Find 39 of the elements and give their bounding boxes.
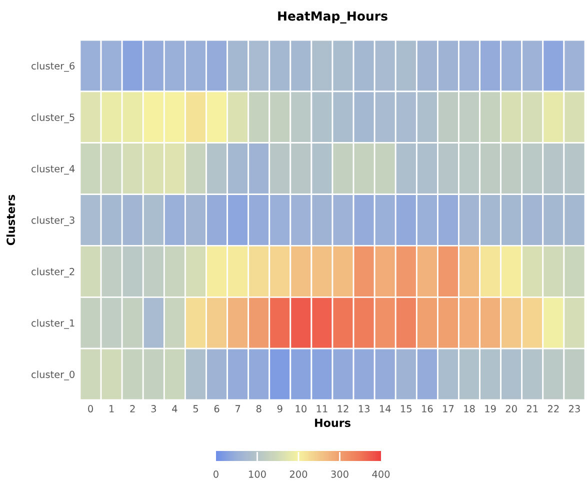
x-tick-label: 18 [464,405,475,412]
color-bar-label: 100 [249,470,266,478]
y-tick-label: cluster_2 [32,268,74,278]
x-tick-label: 5 [193,405,198,412]
x-tick-label: 21 [526,405,538,412]
x-tick-label: 3 [151,405,156,412]
x-tick-label: 19 [485,405,496,412]
y-tick-label: cluster_1 [32,319,74,329]
y-tick-label: cluster_0 [32,370,74,380]
y-tick-label: cluster_6 [32,62,75,72]
color-bar-label: 0 [214,470,218,478]
x-tick-label: 9 [277,405,282,412]
x-tick-label: 17 [443,405,454,412]
x-tick-label: 10 [296,405,306,412]
x-tick-label: 14 [380,405,391,412]
x-tick-label: 2 [130,405,135,412]
x-tick-label: 22 [548,405,559,412]
color-bar-label: 400 [372,470,390,478]
y-axis-title: Clusters [6,194,15,246]
color-bar-label: 200 [290,470,308,478]
y-tick-label: cluster_4 [32,164,75,175]
x-tick-label: 1 [110,405,114,412]
x-tick-label: 8 [256,405,262,412]
x-tick-label: 16 [422,405,433,412]
y-tick-label: cluster_5 [32,113,74,124]
x-tick-label: 15 [401,405,412,412]
x-tick-label: 7 [236,405,240,412]
y-tick-label: cluster_3 [32,216,74,226]
color-bar-label: 300 [331,470,348,478]
x-tick-label: 23 [569,405,580,412]
x-tick-label: 6 [214,405,220,412]
x-tick-label: 11 [316,405,328,412]
x-axis-title: Hours [315,418,350,428]
x-tick-label: 20 [506,405,517,412]
x-tick-label: 12 [338,405,348,412]
chart-title: HeatMap_Hours [278,11,388,24]
x-tick-label: 4 [172,405,178,412]
x-tick-label: 0 [88,405,93,412]
x-tick-label: 13 [358,405,370,412]
